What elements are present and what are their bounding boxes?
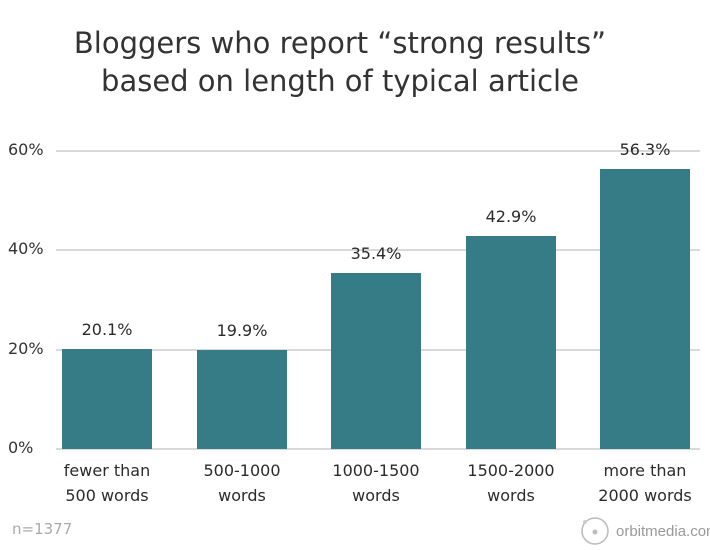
bar [331,273,421,449]
bar [600,169,690,449]
x-tick-label: words [487,486,535,505]
chart-title-line-2: based on length of typical article [101,64,579,98]
data-label: 20.1% [81,320,133,340]
x-tick-label: more than [603,461,687,480]
x-tick-label: 1500-2000 [467,461,555,480]
x-tick-label: words [218,486,266,505]
y-tick-label: 0% [8,438,34,457]
logo-text: orbitmedia.com [616,522,710,540]
y-tick-label: 60% [8,140,44,159]
gridline [56,150,700,152]
bar [466,235,556,449]
logo: orbitmedia.com [580,516,710,546]
y-tick-label: 40% [8,239,44,259]
data-label: 19.9% [216,321,268,341]
orbit-circle-icon [581,517,609,545]
chart-title-line-1: Bloggers who report “strong results” [73,26,607,60]
x-tick-label: words [352,486,400,505]
bar [62,349,152,449]
bar [197,350,287,449]
y-tick-label: 20% [8,338,44,358]
data-label: 56.3% [619,140,671,160]
x-tick-label: 500 words [65,486,149,505]
data-label: 42.9% [485,206,537,226]
sample-size-note: n=1377 [12,520,73,538]
x-tick-label: 1000-1500 [332,461,420,480]
gridline [56,448,700,450]
x-tick-label: 500-1000 [203,461,281,480]
data-label: 35.4% [350,244,402,264]
x-tick-label: 2000 words [598,486,692,505]
gridline [56,249,700,252]
x-tick-label: fewer than [63,461,151,480]
